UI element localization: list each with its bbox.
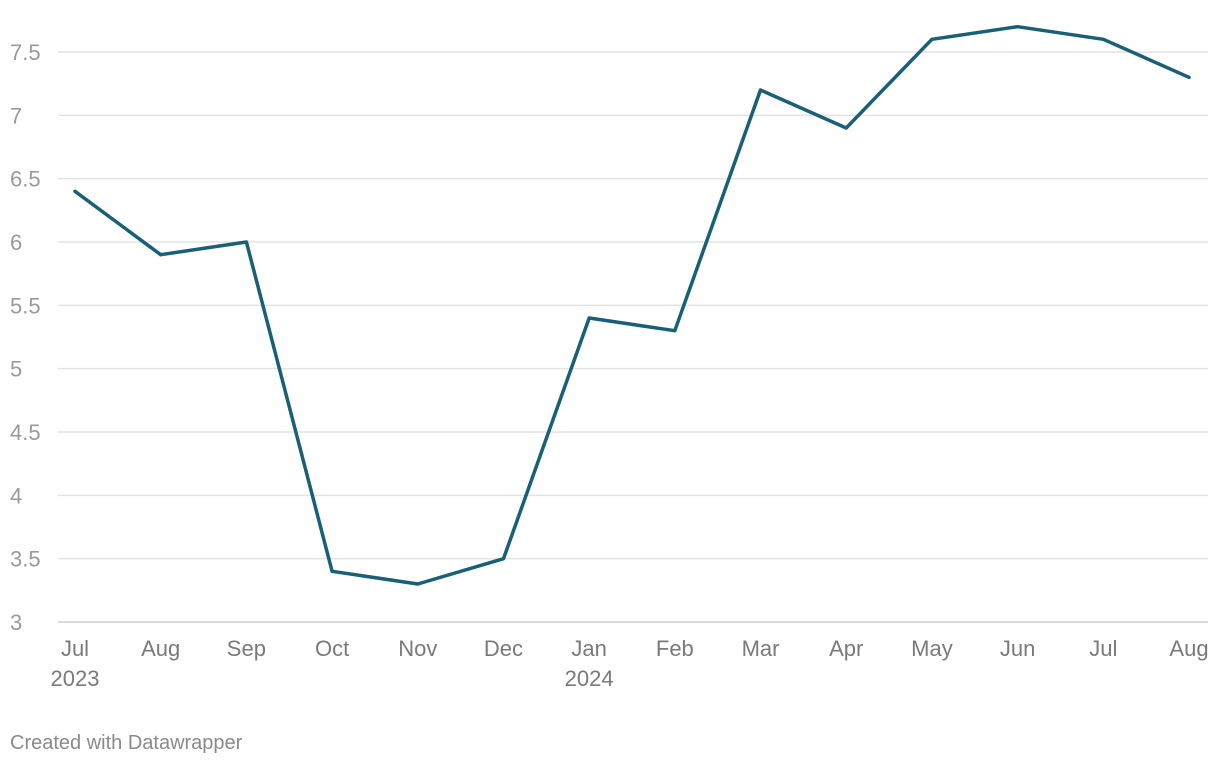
data-point: [159, 253, 163, 257]
data-point: [1187, 75, 1191, 79]
y-tick-label: 7: [10, 103, 22, 128]
data-point: [330, 569, 334, 573]
x-tick-label: Feb: [656, 636, 694, 661]
x-tick-label: Aug: [141, 636, 180, 661]
x-tick-label: Nov: [398, 636, 437, 661]
x-axis: Jul 2023 Aug Sep Oct Nov Dec Jan 2024 Feb Mar Apr Ma…: [51, 636, 1209, 691]
x-tick-label: Dec: [484, 636, 523, 661]
x-tick-label: Sep: [227, 636, 266, 661]
data-point: [673, 329, 677, 333]
x-tick-year-label: 2023: [51, 666, 100, 691]
x-tick-label: Oct: [315, 636, 349, 661]
data-point: [587, 316, 591, 320]
x-tick-label: Jul: [1089, 636, 1117, 661]
y-axis: 3 3.5 4 4.5 5 5.5 6 6.5 7 7.5: [10, 40, 41, 635]
data-point: [844, 126, 848, 130]
data-point: [1016, 25, 1020, 29]
data-point: [1101, 37, 1105, 41]
y-tick-label: 4.5: [10, 420, 41, 445]
series-line: [73, 24, 1191, 586]
x-tick-label: Apr: [829, 636, 863, 661]
y-tick-label: 4: [10, 483, 22, 508]
data-point: [244, 240, 248, 244]
y-tick-label: 7.5: [10, 40, 41, 65]
y-tick-label: 6.5: [10, 167, 41, 192]
y-tick-label: 5: [10, 357, 22, 382]
x-tick-label: Jan: [571, 636, 606, 661]
y-tick-label: 3.5: [10, 547, 41, 572]
x-tick-label: Jun: [1000, 636, 1035, 661]
data-point: [758, 88, 763, 92]
y-tick-label: 3: [10, 610, 22, 635]
x-tick-label: Aug: [1169, 636, 1208, 661]
x-tick-year-label: 2024: [565, 666, 614, 691]
x-tick-label: Jul: [61, 636, 89, 661]
y-tick-label: 6: [10, 230, 22, 255]
data-point: [501, 557, 506, 561]
series-layer: [73, 24, 1191, 586]
credit-text: Created with Datawrapper: [10, 732, 243, 754]
data-point: [416, 582, 420, 586]
data-point: [73, 189, 77, 193]
x-tick-label: Mar: [742, 636, 780, 661]
line-chart: 3 3.5 4 4.5 5 5.5 6 6.5 7 7.5 Jul 2023 Aug Sep Oct Nov…: [10, 24, 1209, 691]
x-tick-label: May: [911, 636, 953, 661]
y-tick-label: 5.5: [10, 293, 41, 318]
grid-layer: [58, 51, 1208, 623]
data-point: [930, 37, 934, 41]
